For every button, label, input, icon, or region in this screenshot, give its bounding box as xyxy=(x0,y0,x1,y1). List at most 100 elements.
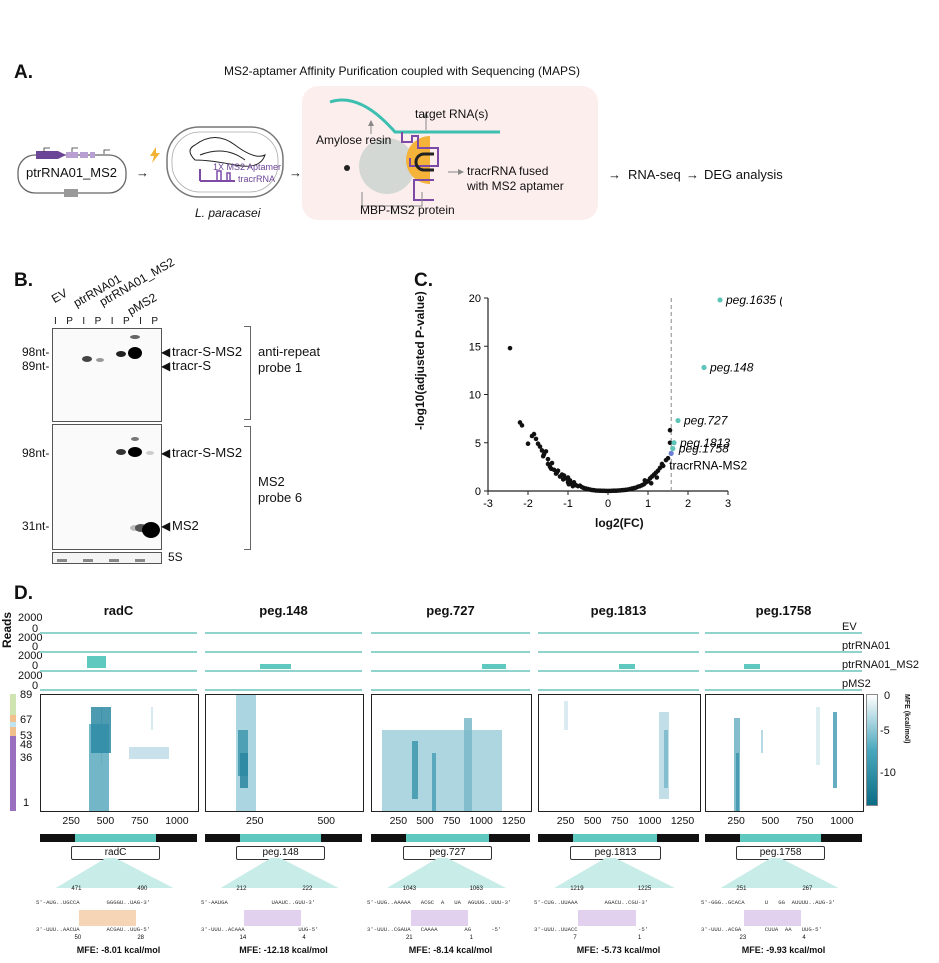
data-point xyxy=(570,483,576,489)
plasmid-label: ptrRNA01_MS2 xyxy=(26,165,118,180)
read-track xyxy=(538,651,699,653)
x-tick-label: -3 xyxy=(483,498,493,510)
gene-cds xyxy=(739,834,822,842)
heatmap-cell xyxy=(432,753,436,811)
top-band-1: tracr-S-MS2 xyxy=(172,344,243,359)
lightning-icon xyxy=(149,147,161,168)
duplex-highlight xyxy=(79,910,136,926)
gene-title: peg.1813 xyxy=(590,603,647,618)
gene-title: peg.1758 xyxy=(755,603,812,618)
read-peak xyxy=(482,664,507,669)
read-tick: 2000 xyxy=(18,650,43,662)
read-track xyxy=(371,651,530,653)
bottom-pos-left: 7 xyxy=(573,935,577,941)
gene-title: radC xyxy=(103,603,134,618)
organism-label: L. paracasei xyxy=(195,206,261,220)
colorbar-label: MFE (kcal/mol) xyxy=(903,694,910,744)
heatmap-xtick: 750 xyxy=(442,815,461,827)
data-point xyxy=(642,478,648,483)
heatmap-xtick: 1000 xyxy=(637,815,662,827)
zoom-wedge-shape xyxy=(220,858,339,888)
heatmap-xtick: 250 xyxy=(245,815,264,827)
volcano-xlabel: log2(FC) xyxy=(595,516,644,530)
cell-icon xyxy=(166,126,284,198)
maps-schematic xyxy=(302,86,598,225)
bottom-pos-right: 1 xyxy=(469,935,473,941)
lane-pms2: pMS2 xyxy=(125,290,160,318)
heatmap-xtick: 500 xyxy=(761,815,780,827)
highlight-point xyxy=(701,364,707,371)
cell-aptamer-label: 1X MS2 Aptamer xyxy=(213,162,282,172)
bot-probe-1: MS2 xyxy=(258,474,285,489)
highlight-label: peg.727 xyxy=(683,414,729,428)
protein-label: MBP-MS2 protein xyxy=(360,203,455,217)
panel-d-label: D. xyxy=(14,583,33,604)
bottom-pos-right: 4 xyxy=(302,935,306,941)
data-point xyxy=(533,436,539,442)
arrow-2: → xyxy=(289,165,302,180)
y-tick-label: 10 xyxy=(469,390,481,402)
read-peak xyxy=(744,664,760,669)
top-probe-1: anti-repeat xyxy=(258,344,321,359)
gene-cds xyxy=(74,834,157,842)
heatmap-cell xyxy=(91,706,111,753)
gene-title: peg.148 xyxy=(259,603,308,618)
ip-label: P xyxy=(151,316,158,327)
pos-right: 222 xyxy=(302,886,313,892)
gene-bar xyxy=(371,834,530,842)
data-point xyxy=(540,453,546,459)
data-point xyxy=(554,470,560,475)
ip-label: I xyxy=(54,316,57,327)
x-tick-label: 1 xyxy=(645,498,651,510)
top-sequence: 5'-AAUGA UAAUC..GUU-3' xyxy=(201,899,316,906)
heatmap-cell xyxy=(736,753,739,811)
data-point xyxy=(529,433,535,439)
heatmap-xtick: 250 xyxy=(727,815,745,827)
data-point xyxy=(543,449,549,454)
heatmap-xticks: 250 500 750 1000 xyxy=(54,815,197,827)
bottom-pos-left: 21 xyxy=(405,935,413,941)
ip-label: P xyxy=(122,316,130,327)
mfe-heatmap xyxy=(371,694,532,812)
pos-left: 212 xyxy=(236,886,247,892)
duplex-highlight xyxy=(578,910,637,926)
heatmap-cell xyxy=(240,753,248,788)
heatmap-cell xyxy=(833,712,837,788)
heatmap-cell xyxy=(761,729,763,753)
x-tick-label: 2 xyxy=(685,498,691,510)
gene-cds xyxy=(239,834,322,842)
mfe-heatmap xyxy=(538,694,701,812)
zoom-wedge-shape xyxy=(55,858,174,888)
bottom-pos-right: 28 xyxy=(137,935,145,941)
pos-right: 1063 xyxy=(469,886,483,892)
bottom-sequence: 3'-UUU..CGAUA CAAAA AG -5' xyxy=(367,926,502,933)
colorbar-tick: -10 xyxy=(880,767,896,779)
y-tick-label: 5 xyxy=(475,438,481,450)
bot-probe-2: probe 6 xyxy=(258,490,303,505)
position-scale-bar xyxy=(10,694,16,811)
bot-band-2: MS2 xyxy=(172,518,199,533)
bot-band-arrow-1: ◀ xyxy=(161,446,171,460)
heatmap-xtick: 250 xyxy=(62,815,80,827)
x-tick-label: -1 xyxy=(563,498,573,510)
data-point xyxy=(665,455,671,461)
zoom-wedge xyxy=(720,858,839,888)
top-probe-2: probe 1 xyxy=(258,360,303,375)
scale-tick: 36 xyxy=(20,752,33,764)
heatmap-xticks: 250 500 750 1000 1250 xyxy=(385,815,530,827)
duplex-highlight xyxy=(744,910,801,926)
mfe-heatmap xyxy=(705,694,864,812)
plasmid-icon xyxy=(17,147,127,197)
read-track xyxy=(371,670,530,672)
pos-left: 471 xyxy=(71,886,82,892)
gene-bar xyxy=(705,834,862,842)
data-point xyxy=(548,466,554,472)
highlight-point xyxy=(717,297,723,303)
read-track xyxy=(205,689,362,691)
highlight-label: peg.1813 xyxy=(679,436,730,450)
top-sequence: 5'-GGG..GCACA U GG AUUUU..AUG-3' xyxy=(701,899,836,906)
data-point xyxy=(507,345,513,351)
scale-tick: 89 xyxy=(20,689,33,701)
ip-label: I xyxy=(110,316,114,327)
heatmap-cell xyxy=(382,729,502,811)
